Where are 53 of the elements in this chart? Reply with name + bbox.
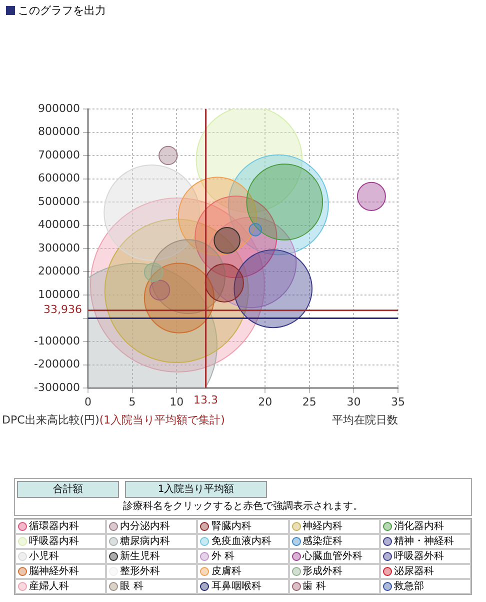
legend-label: 産婦人科 <box>29 580 69 593</box>
y-tick-label: -300000 <box>34 380 80 394</box>
y-tick-label: -100000 <box>34 334 80 348</box>
legend-label: 眼 科 <box>120 580 144 593</box>
y-tick-label: 300000 <box>38 241 80 254</box>
x-tick-label: 35 <box>391 395 405 408</box>
text: DPC出来高比較(円) <box>2 413 100 426</box>
x-tick-label: 0 <box>84 395 92 408</box>
legend-label: 循環器内科 <box>29 520 79 533</box>
legend-label: 救急部 <box>394 580 424 593</box>
legend-label: 呼吸器内科 <box>29 535 79 548</box>
y-tick-label: 800000 <box>38 125 80 138</box>
legend-label: 内分泌内科 <box>120 520 170 533</box>
text: 合計額 <box>17 481 119 498</box>
legend-label: 消化器内科 <box>394 520 444 533</box>
legend-label: 外 科 <box>211 550 235 563</box>
legend-label: 整形外科 <box>120 565 160 578</box>
y-tick-label: 200000 <box>38 264 80 278</box>
legend-label: 神経内科 <box>302 520 343 533</box>
legend-label: 歯 科 <box>302 580 326 593</box>
legend-label: 形成外科 <box>302 565 343 578</box>
legend-label: 免疫血液内科 <box>211 535 272 548</box>
x-tick-label: 30 <box>346 395 361 408</box>
text: 1入院当り平均額 <box>125 481 267 498</box>
legend-label: 皮膚科 <box>211 565 242 578</box>
legend-label: 耳鼻咽喉科 <box>211 580 262 593</box>
legend-label: 呼吸器外科 <box>394 550 444 563</box>
y-tick-label: 700000 <box>38 148 80 162</box>
x-tick-label: 25 <box>302 395 316 408</box>
legend-label: 心臓血管外科 <box>302 550 363 563</box>
legend-label: 新生児科 <box>120 550 160 563</box>
legend-label: 泌尿器科 <box>394 565 434 578</box>
y-tick-label: 900000 <box>38 102 80 115</box>
ref-line-label: 33,936 <box>44 303 82 316</box>
legend-label: 腎臓内科 <box>211 520 252 533</box>
x-tick-label: 10 <box>170 395 184 408</box>
legend-label: 糖尿病内科 <box>120 535 170 548</box>
legend-label: 小児科 <box>29 550 59 563</box>
y-tick-label: 500000 <box>38 194 80 208</box>
y-tick-label: 600000 <box>38 172 80 185</box>
text: (1入院当り平均額で集計) <box>99 413 225 426</box>
legend-label: 精神・神経科 <box>394 535 454 548</box>
text: 診療科名をクリックすると赤色で強調表示されます。 <box>122 500 364 514</box>
x-tick-label: 20 <box>258 395 272 408</box>
legend-label: 脳神経外科 <box>29 565 79 578</box>
x-axis-title: 平均在院日数 <box>332 414 398 427</box>
chart-title: このグラフを出力 <box>18 3 106 18</box>
ref-line-label: 13.3 <box>194 393 218 406</box>
y-tick-label: 400000 <box>38 218 80 232</box>
legend-label: 感染症科 <box>302 535 343 548</box>
y-tick-label: -200000 <box>34 358 80 371</box>
y-tick-label: 100000 <box>38 288 80 301</box>
x-tick-label: 5 <box>128 395 136 408</box>
